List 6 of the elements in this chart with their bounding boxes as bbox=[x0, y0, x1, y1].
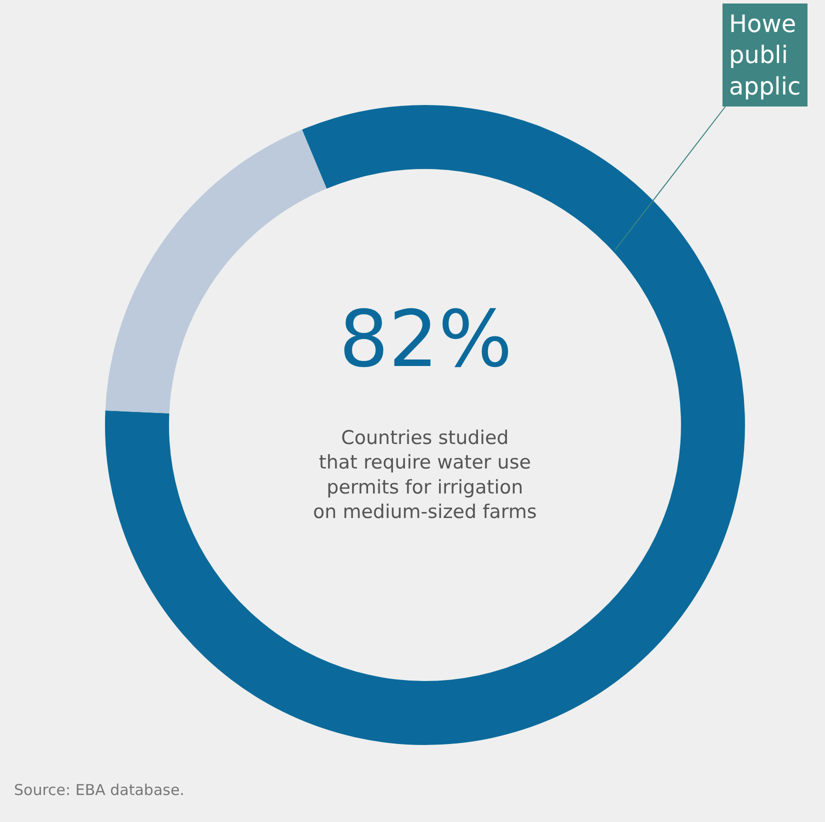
donut-slice bbox=[105, 130, 327, 414]
text: Howe publi applic bbox=[729, 10, 801, 100]
text: 82% bbox=[339, 295, 512, 385]
donut-slice bbox=[105, 105, 745, 744]
source-note: Source: EBA database. bbox=[14, 781, 184, 799]
text: Countries studied that require water use permits for irrigation on medium-sized farms bbox=[313, 427, 537, 524]
